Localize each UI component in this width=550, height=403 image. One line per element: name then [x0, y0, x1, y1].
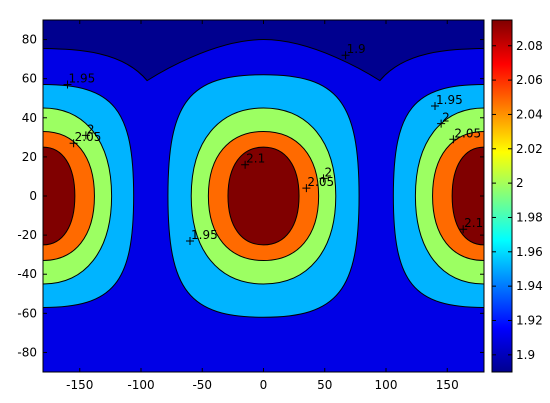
colorbar-tick-label: 2.06 — [516, 73, 543, 87]
plot-area — [43, 20, 484, 372]
contour-label: 2 — [87, 122, 95, 136]
region-level-2.1-blob-0 — [227, 146, 300, 246]
y-tick-label: -20 — [17, 228, 37, 242]
y-tick-label: 80 — [22, 33, 37, 47]
contour-label: 1.95 — [191, 228, 218, 242]
colorbar-tick-label: 2.08 — [516, 39, 543, 53]
colorbar-tick-label: 1.96 — [516, 245, 543, 259]
y-tick-label: -40 — [17, 267, 37, 281]
contour-label-marker — [302, 184, 311, 193]
y-tick-label: 20 — [22, 150, 37, 164]
colorbar: 1.9 1.92 1.94 1.96 1.98 2 2.02 2.04 2.06 2.08 — [491, 19, 543, 373]
y-tick-label: 40 — [22, 111, 37, 125]
x-tick-label: -150 — [66, 378, 93, 392]
contour-label: 2.1 — [464, 216, 483, 230]
colorbar-tick-label: 1.9 — [516, 348, 535, 362]
contour-label-marker — [186, 236, 194, 245]
contour-label: 1.9 — [347, 42, 366, 56]
x-tick-label: 50 — [317, 378, 332, 392]
region-below-1.9 — [43, 20, 484, 82]
contour-label-marker — [431, 102, 439, 111]
x-tick-label: 0 — [260, 378, 268, 392]
contour-label: 2.1 — [246, 152, 265, 166]
contour-label: 2.05 — [75, 130, 102, 144]
y-tick-label: 60 — [22, 72, 37, 86]
colorbar-tick-label: 2 — [516, 176, 524, 190]
contour-label-marker — [69, 139, 78, 148]
x-tick-label: 150 — [436, 378, 459, 392]
contour-label: 2.05 — [454, 126, 481, 140]
contour-label-marker — [449, 135, 458, 144]
region-level-2.1-blob-2 — [451, 146, 484, 246]
contour-label-marker — [63, 80, 72, 89]
colorbar-tick-label: 1.92 — [516, 313, 543, 327]
contour-label-marker — [241, 160, 250, 169]
contour-label: 2 — [325, 165, 333, 179]
x-tick-label: -100 — [127, 378, 154, 392]
region-level-2.1-blob-1 — [43, 146, 76, 246]
contour-label-marker — [81, 131, 90, 140]
y-axis: -80 -60 -40 -20 0 20 40 60 80 — [17, 33, 484, 359]
colorbar-tick-label: 1.94 — [516, 279, 543, 293]
y-tick-label: -80 — [17, 345, 37, 359]
contour-label-marker — [341, 51, 350, 60]
colorbar-tick-label: 2.02 — [516, 142, 543, 156]
colorbar-tick-label: 1.98 — [516, 210, 543, 224]
colorbar-gradient — [491, 19, 513, 373]
y-tick-label: 0 — [29, 189, 37, 203]
y-tick-label: -60 — [17, 306, 37, 320]
x-tick-label: -50 — [192, 378, 212, 392]
contour-label-marker — [319, 174, 328, 183]
contour-label: 2.05 — [307, 175, 334, 189]
contour-label-marker — [459, 225, 468, 234]
contour-label-marker — [437, 119, 446, 128]
contour-label: 2 — [442, 111, 450, 125]
x-tick-label: 100 — [375, 378, 398, 392]
colorbar-tick-label: 2.04 — [516, 107, 543, 121]
x-axis: -150 -100 -50 0 50 100 150 — [66, 20, 459, 392]
contour-label: 1.95 — [69, 72, 96, 86]
contour-label: 1.95 — [436, 93, 463, 107]
